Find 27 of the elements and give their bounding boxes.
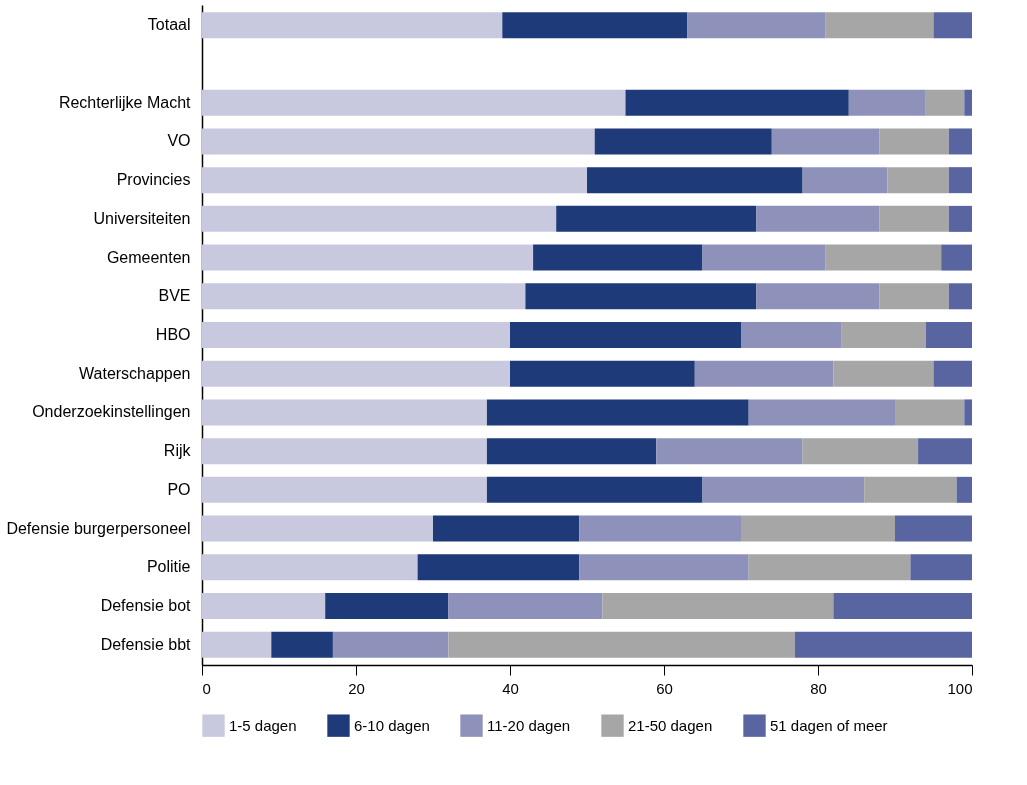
- y-tick-label: Gemeenten: [106, 248, 191, 266]
- y-tick-label: Rechterlijke Macht: [58, 93, 192, 111]
- x-tick-label: 60: [656, 679, 673, 697]
- y-tick-label: HBO: [155, 326, 191, 343]
- legend-label: 51 dagen of meer: [770, 716, 888, 734]
- legend-label: 11-20 dagen: [487, 716, 571, 734]
- legend-label: 1-5 dagen: [229, 716, 297, 734]
- x-tick-label: 80: [810, 679, 827, 697]
- y-tick-label: Totaal: [147, 16, 191, 34]
- y-tick-label: Rijk: [163, 442, 192, 460]
- y-tick-label: Waterschappen: [79, 364, 191, 382]
- x-tick-label: 0: [202, 679, 211, 697]
- y-tick-label: BVE: [158, 287, 191, 305]
- y-tick-label: Defensie burgerpersoneel: [6, 519, 191, 537]
- y-tick-label: Defensie bbt: [100, 635, 192, 653]
- x-tick-label: 40: [502, 679, 519, 697]
- x-tick-label: 100: [947, 679, 973, 697]
- y-tick-label: Politie: [146, 558, 191, 576]
- legend-label: 21-50 dagen: [628, 716, 713, 734]
- y-tick-label: PO: [167, 480, 191, 498]
- x-tick-label: 20: [348, 679, 365, 697]
- y-tick-label: Defensie bot: [100, 596, 192, 614]
- y-tick-label: Onderzoekinstellingen: [32, 403, 191, 421]
- legend-label: 6-10 dagen: [354, 716, 430, 734]
- y-tick-label: Universiteiten: [93, 209, 191, 227]
- y-tick-label: VO: [167, 132, 191, 150]
- y-tick-label: Provincies: [116, 171, 191, 189]
